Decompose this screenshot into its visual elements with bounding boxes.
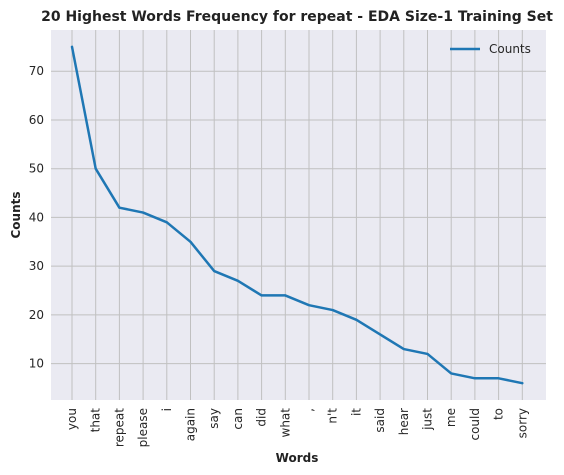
data-point-0-18 (497, 377, 500, 380)
x-tick-label-19: sorry (515, 408, 529, 438)
data-point-0-13 (379, 333, 382, 336)
x-tick-label-9: what (278, 408, 292, 438)
x-tick-label-1: that (89, 408, 103, 433)
data-point-0-4 (165, 221, 168, 224)
x-tick-label-18: to (492, 408, 506, 420)
y-tick-label-10: 10 (29, 357, 44, 371)
data-point-0-0 (71, 45, 73, 48)
x-tick-label-3: please (136, 408, 150, 447)
y-tick-label-70: 70 (29, 64, 44, 78)
x-tick-label-13: said (373, 408, 387, 433)
y-tick-label-20: 20 (29, 308, 44, 322)
x-tick-label-16: me (444, 408, 458, 427)
x-tick-label-11: n't (326, 408, 340, 424)
data-point-0-16 (450, 372, 453, 375)
x-tick-label-7: can (231, 408, 245, 430)
x-axis-label: Words (276, 451, 319, 465)
legend: Counts (450, 42, 531, 56)
data-point-0-11 (331, 309, 334, 312)
y-tick-label-50: 50 (29, 162, 44, 176)
x-tick-label-0: you (65, 408, 79, 430)
x-tick-label-12: it (349, 408, 363, 416)
data-point-0-17 (473, 377, 476, 380)
data-point-0-6 (213, 270, 216, 273)
data-point-0-14 (402, 348, 405, 351)
x-tick-label-10: , (302, 408, 316, 412)
y-tick-label-60: 60 (29, 113, 44, 127)
y-tick-label-40: 40 (29, 210, 44, 224)
x-tick-label-4: i (160, 408, 174, 411)
y-axis-label: Counts (9, 191, 23, 238)
data-point-0-7 (236, 279, 239, 282)
data-point-0-15 (426, 352, 429, 355)
data-point-0-5 (189, 240, 192, 243)
series-line-0 (70, 45, 524, 385)
data-point-0-3 (142, 211, 145, 214)
grid-lines (51, 30, 546, 400)
y-axis-ticks: 10 20 30 40 50 60 70 (29, 64, 44, 370)
x-tick-label-8: did (255, 408, 269, 427)
data-point-0-19 (521, 382, 524, 385)
x-tick-label-2: repeat (112, 408, 126, 447)
x-tick-label-14: hear (397, 408, 411, 435)
plot-area (51, 30, 546, 400)
y-tick-label-30: 30 (29, 259, 44, 273)
data-point-0-2 (118, 206, 121, 209)
x-tick-label-5: again (184, 408, 198, 441)
x-tick-label-15: just (421, 408, 435, 431)
data-point-0-12 (355, 318, 358, 321)
x-tick-label-17: could (468, 408, 482, 441)
series-group (70, 45, 524, 385)
x-axis-ticks: you that repeat please i again say can did what, n… (65, 408, 529, 448)
data-point-0-9 (284, 294, 287, 297)
data-point-0-1 (94, 167, 97, 170)
x-tick-label-6: say (207, 408, 221, 429)
data-point-0-10 (308, 304, 310, 307)
chart-title: 20 Highest Words Frequency for repeat - … (41, 9, 553, 25)
data-point-0-8 (260, 294, 263, 297)
legend-label-counts: Counts (489, 42, 531, 56)
